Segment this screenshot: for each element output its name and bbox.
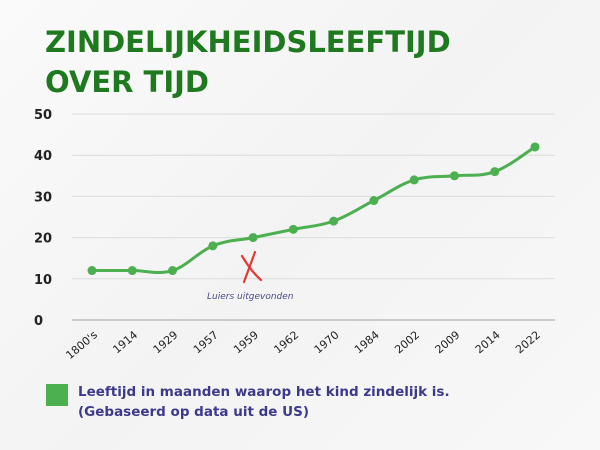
chart-title-line1: ZINDELIJKHEIDSLEEFTIJD xyxy=(45,25,451,59)
y-tick-label: 30 xyxy=(34,190,52,205)
x-tick-label: 2022 xyxy=(513,328,543,356)
x-tick-label: 2009 xyxy=(433,328,463,356)
x-tick-label: 1914 xyxy=(110,328,140,356)
legend-line2: (Gebaseerd op data uit de US) xyxy=(78,404,309,420)
y-tick-label: 0 xyxy=(34,314,43,329)
x-tick-label: 1984 xyxy=(352,328,382,356)
x-tick-label: 2014 xyxy=(473,328,503,356)
data-point xyxy=(530,142,540,152)
y-tick-label: 20 xyxy=(34,232,52,247)
x-marker-icon xyxy=(240,254,263,282)
data-point xyxy=(329,216,339,226)
data-point xyxy=(248,233,258,243)
y-tick-label: 10 xyxy=(34,273,52,288)
x-tick-label: 1929 xyxy=(151,328,181,356)
x-tick-label: 2002 xyxy=(392,328,422,356)
data-point xyxy=(127,266,137,276)
series-line xyxy=(90,145,537,275)
data-point xyxy=(409,175,419,185)
legend-swatch xyxy=(46,384,68,406)
legend-label: Leeftijd in maanden waarop het kind zind… xyxy=(78,382,450,422)
data-point xyxy=(87,266,97,276)
data-point xyxy=(168,266,178,276)
line-chart: 0 10 20 30 40 50 1800's 1914 1929 1957 1959 1962 197… xyxy=(34,108,555,362)
data-point xyxy=(288,224,298,234)
x-tick-label: 1957 xyxy=(191,328,221,356)
data-point xyxy=(369,196,379,206)
legend-line1: Leeftijd in maanden waarop het kind zind… xyxy=(78,384,450,400)
x-tick-label: 1959 xyxy=(231,328,261,356)
annotation-label: Luiers uitgevonden xyxy=(207,292,294,302)
chart-title-line2: OVER TIJD xyxy=(45,65,209,99)
data-point xyxy=(208,241,218,251)
y-tick-label: 40 xyxy=(34,149,52,164)
data-point xyxy=(490,167,500,177)
x-tick-label: 1800's xyxy=(63,328,100,362)
legend: Leeftijd in maanden waarop het kind zind… xyxy=(46,382,450,422)
x-tick-label: 1962 xyxy=(271,328,301,356)
data-point xyxy=(449,171,459,181)
x-tick-label: 1970 xyxy=(312,328,342,356)
y-tick-label: 50 xyxy=(34,108,52,123)
chart-title: ZINDELIJKHEIDSLEEFTIJD OVER TIJD xyxy=(45,22,451,102)
